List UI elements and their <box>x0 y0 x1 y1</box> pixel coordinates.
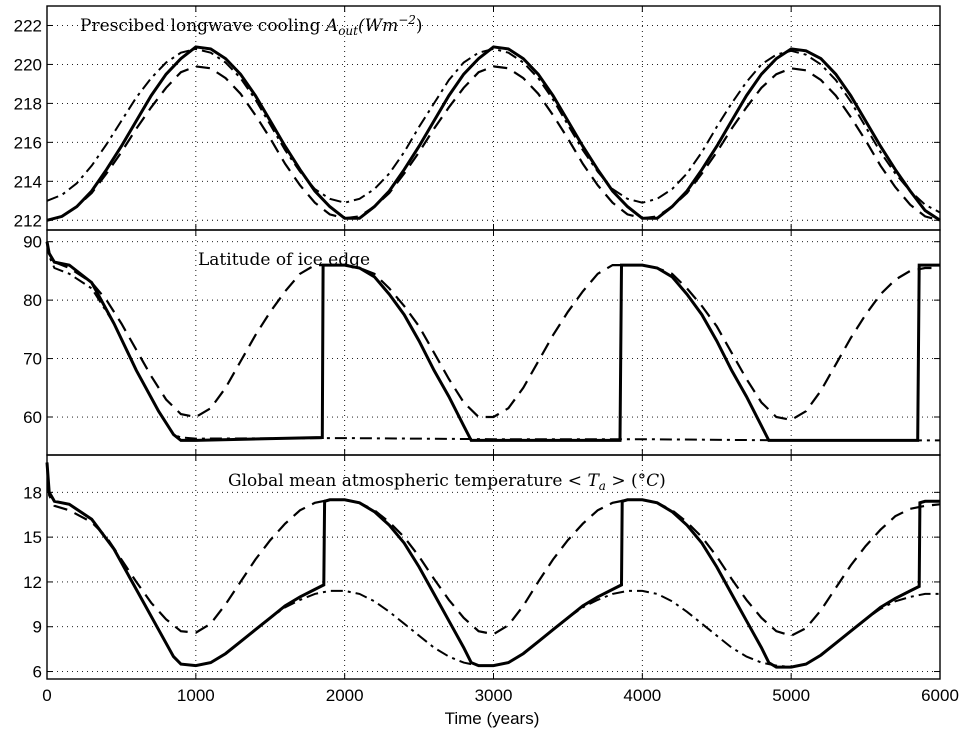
x-tick-label: 0 <box>42 686 51 705</box>
series-line-dashdot <box>46 241 940 442</box>
x-tick-label: 3000 <box>475 686 513 705</box>
panel-title: Latitude of ice edge <box>198 250 370 270</box>
panel-atmospheric-temperature: 6 9 12 15 18 0 1000 2000 3000 4000 5000 6000 Globa… <box>23 454 959 728</box>
series-line-solid <box>46 45 941 222</box>
x-tick-label: 4000 <box>623 686 661 705</box>
y-tick-label: 80 <box>23 291 42 310</box>
y-tick-label: 90 <box>23 233 42 252</box>
y-tick-label: 70 <box>23 350 42 369</box>
y-tick-label: 212 <box>14 211 42 230</box>
y-tick-label: 214 <box>14 172 42 191</box>
panel-frame <box>46 229 941 456</box>
y-tick-label: 15 <box>23 528 42 547</box>
y-tick-label: 216 <box>14 133 42 152</box>
x-tick-label: 2000 <box>326 686 364 705</box>
panel-title: Global mean atmospheric temperature < Ta… <box>228 471 666 493</box>
series-line-dashed <box>46 65 941 222</box>
series-line-dashdot <box>46 47 941 214</box>
series-line-dashdot <box>46 462 940 669</box>
y-tick-label: 222 <box>14 16 42 35</box>
x-tick-label: 1000 <box>177 686 215 705</box>
panel-ice-edge-latitude: 60 70 80 90 Latitude of ice edge <box>23 229 941 456</box>
y-tick-label: 18 <box>23 483 42 502</box>
x-axis-label: Time (years) <box>445 709 540 728</box>
y-tick-label: 9 <box>33 618 42 637</box>
y-tick-label: 6 <box>33 663 42 682</box>
panel-title: Prescibed longwave cooling Aout(Wm−2) <box>80 13 423 38</box>
panel-longwave-cooling: 212 214 216 218 220 222 Prescibed longwave co… <box>14 5 941 231</box>
y-tick-label: 220 <box>14 55 42 74</box>
series-line-dashed <box>45 241 940 422</box>
series-line-dashed <box>45 462 941 637</box>
y-tick-label: 218 <box>14 94 42 113</box>
y-tick-label: 60 <box>23 408 42 427</box>
series-line-solid <box>45 462 940 669</box>
x-tick-label: 5000 <box>772 686 810 705</box>
x-tick-label: 6000 <box>921 686 959 705</box>
y-tick-label: 12 <box>23 573 42 592</box>
